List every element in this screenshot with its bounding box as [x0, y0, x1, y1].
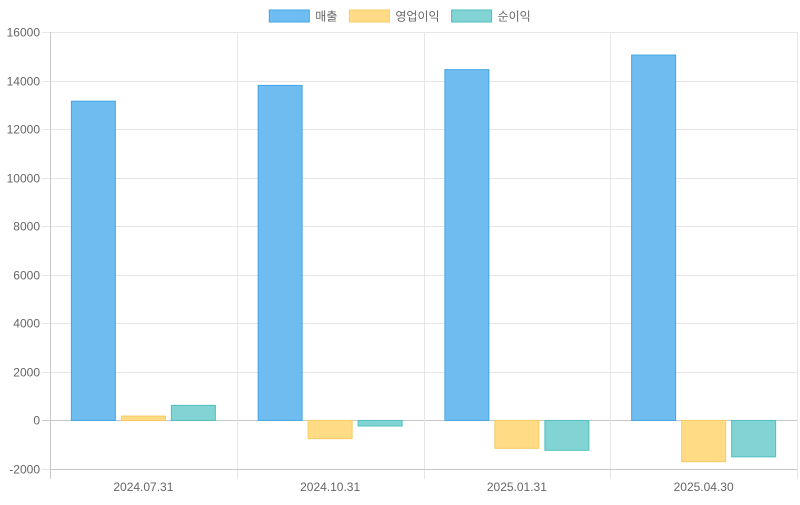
bar: [307, 419, 353, 440]
y-tick-label: 14000: [7, 75, 41, 89]
bar: [257, 84, 303, 421]
x-tick-label: 2024.10.31: [300, 480, 360, 494]
x-tick-label: 2025.04.30: [674, 480, 734, 494]
y-tick-label: 0: [33, 414, 40, 428]
legend-swatch: [451, 9, 493, 23]
legend-label: 순이익: [498, 10, 531, 24]
x-tick-label: 2025.01.31: [487, 480, 547, 494]
bar: [494, 419, 540, 449]
bar: [170, 404, 216, 421]
y-tick-label: 6000: [13, 269, 40, 283]
bar: [357, 419, 403, 427]
legend-label: 영업이익: [395, 10, 439, 24]
grid-lines: [42, 32, 798, 479]
bar: [631, 54, 677, 421]
bar: [120, 415, 166, 421]
legend-label: 매출: [315, 10, 337, 24]
y-tick-label: 4000: [13, 317, 40, 331]
axes: -2000 0 2000 4000 6000 8000 10000 12000 14000 160…: [7, 26, 797, 494]
bar: [731, 419, 777, 458]
y-tick-label: 8000: [13, 220, 40, 234]
x-tick-label: 2024.07.31: [113, 480, 173, 494]
bar: [681, 419, 727, 463]
y-tick-label: -2000: [9, 463, 40, 477]
bar: [544, 419, 590, 451]
bar: [444, 69, 490, 421]
legend-swatch: [268, 9, 310, 23]
y-tick-label: 16000: [7, 26, 41, 40]
y-tick-label: 2000: [13, 366, 40, 380]
bar: [70, 100, 116, 421]
y-tick-label: 10000: [7, 172, 41, 186]
bars: [70, 54, 777, 463]
legend-swatch: [348, 9, 390, 23]
legend: 매출 영업이익 순이익: [268, 9, 531, 24]
y-tick-label: 12000: [7, 123, 41, 137]
